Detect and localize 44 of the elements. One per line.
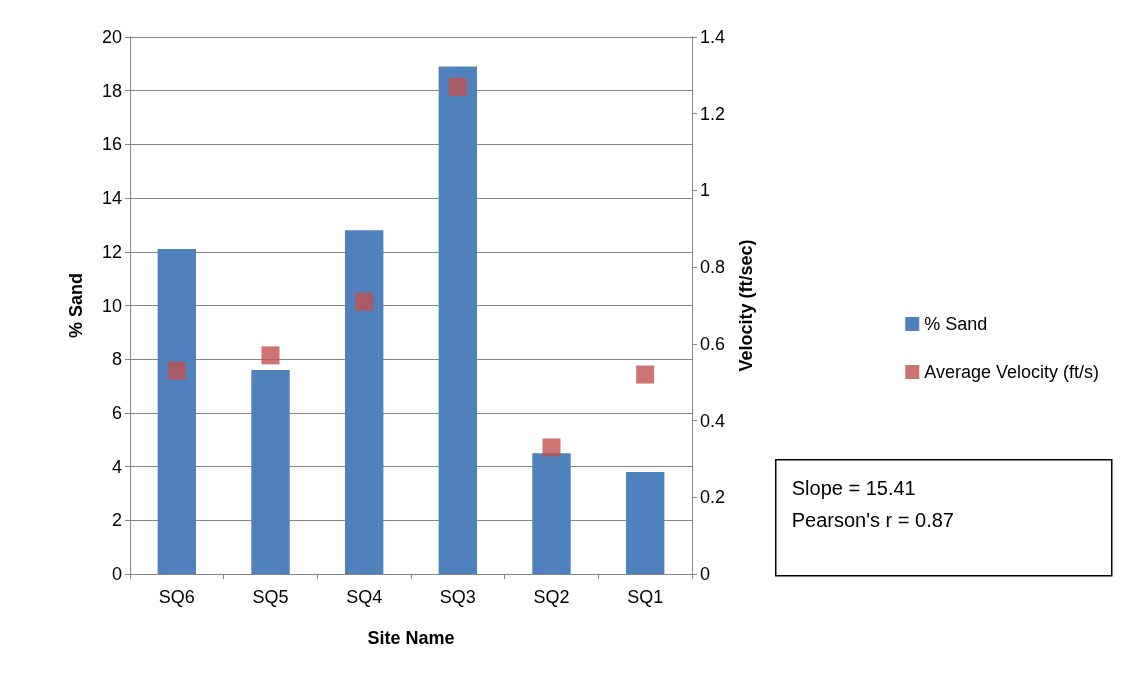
y2-tick-label: 0 [700,564,711,584]
x-tick-label: SQ1 [627,587,664,607]
x-tick-label: SQ5 [252,587,289,607]
point [355,292,374,311]
y-tick-label: 0 [111,564,122,584]
bar [625,471,665,574]
y2-tick-label: 1.4 [700,27,726,47]
point [448,77,467,96]
y2-tick-label: 0.2 [700,487,726,508]
point [636,365,655,384]
y-tick-label: 8 [111,349,122,370]
y2-tick-label: 0.6 [700,333,726,354]
point [542,438,561,457]
x-axis-title: Site Name [367,628,455,648]
bar [532,453,571,574]
point [167,361,186,380]
y2-tick-label: 0.8 [700,257,726,278]
legend-label: % Sand [924,314,988,334]
y2-tick-label: 1.2 [700,103,726,124]
y-tick-label: 2 [111,510,122,531]
bar [251,369,290,574]
bar [157,249,197,574]
bar [438,66,478,574]
x-tick-label: SQ4 [346,587,383,607]
y2-tick-label: 0.4 [700,410,726,431]
y-tick-label: 10 [101,295,122,316]
x-tick-label: SQ2 [533,587,570,607]
bar [344,230,384,574]
y2-axis-title: Velocity (ft/sec) [736,239,756,372]
y-tick-label: 12 [101,241,122,262]
x-tick-label: SQ6 [158,587,195,607]
point [261,346,280,365]
text: Pearson's r = 0.87 [791,508,954,531]
y-axis-title: % Sand [66,272,86,339]
y-tick-label: 20 [101,27,122,47]
y2-tick-label: 1 [700,180,711,201]
y-tick-label: 18 [101,80,122,101]
legend-label: Average Velocity (ft/s) [924,362,1100,382]
y-tick-label: 4 [111,456,122,477]
text: Slope = 15.41 [791,476,916,499]
y-tick-label: 6 [111,402,122,423]
y-tick-label: 16 [101,134,122,155]
y-tick-label: 14 [101,188,122,209]
x-tick-label: SQ3 [439,587,476,607]
